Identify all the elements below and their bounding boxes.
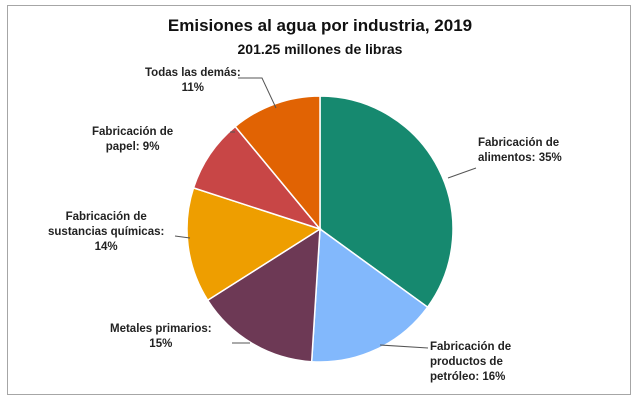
slice-label-line: Metales primarios: bbox=[110, 323, 212, 335]
slice-label-line: productos de bbox=[430, 356, 503, 368]
pie-slice bbox=[234, 95, 321, 232]
slice-label: Fabricación de papel: 9% bbox=[92, 125, 173, 155]
slice-label-line: Fabricación de bbox=[92, 126, 174, 138]
slice-label-line: 15% bbox=[149, 338, 173, 350]
slice-label-line: 14% bbox=[94, 241, 118, 253]
leader-line bbox=[447, 167, 477, 179]
chart-subtitle: 201.25 millones de libras bbox=[237, 41, 403, 57]
slice-label: Fabricación de productos de petróleo: 16% bbox=[430, 340, 511, 385]
leader-line bbox=[174, 235, 191, 239]
slice-label: Todas las demás: 11% bbox=[145, 66, 241, 96]
slice-label-line: petróleo: 16% bbox=[430, 371, 506, 383]
slice-label-line: papel: 9% bbox=[105, 141, 160, 153]
slice-label-line: Fabricación de bbox=[430, 341, 512, 353]
slice-label-line: sustancias químicas: bbox=[48, 226, 165, 238]
slice-label-line: alimentos: 35% bbox=[478, 152, 562, 164]
slice-label: Fabricación de sustancias químicas: 14% bbox=[48, 210, 164, 255]
slice-label-line: 11% bbox=[181, 82, 205, 94]
pie-slice bbox=[310, 227, 429, 363]
pie-slice bbox=[319, 95, 454, 309]
slice-label: Fabricación de alimentos: 35% bbox=[478, 136, 562, 166]
slice-label-line: Fabricación de bbox=[478, 137, 560, 149]
slice-label: Metales primarios: 15% bbox=[110, 322, 212, 352]
slice-label-line: Fabricación de bbox=[65, 211, 147, 223]
leader-line bbox=[238, 77, 277, 109]
pie-slice bbox=[186, 186, 322, 302]
leader-line bbox=[379, 344, 429, 349]
pie-slice bbox=[206, 227, 321, 363]
chart-title: Emisiones al agua por industria, 2019 bbox=[167, 16, 473, 35]
slice-label-line: Todas las demás: bbox=[145, 67, 241, 79]
